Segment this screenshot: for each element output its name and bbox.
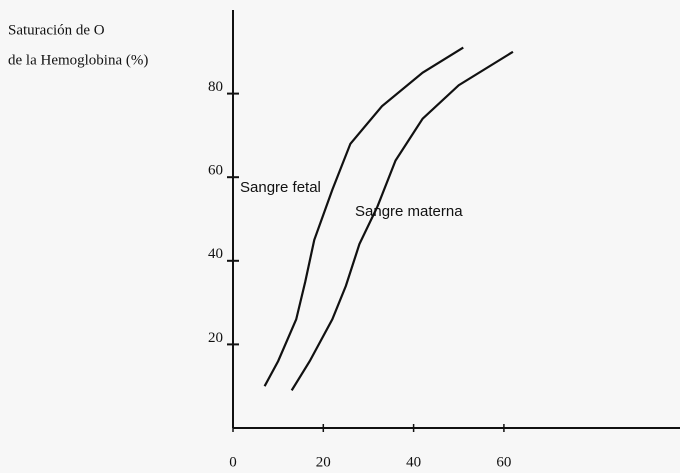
x-tick-label: 60 [496,454,511,470]
y-axis-label: Saturación de O [8,22,105,38]
y-axis-label: de la Hemoglobina (%) [8,52,148,68]
curve [292,52,513,391]
series-label: Sangre materna [355,203,463,220]
y-tick-label: 40 [208,246,223,262]
chart: Saturación de O de la Hemoglobina (%) 20… [0,0,680,473]
page: Saturación de O de la Hemoglobina (%) 20… [0,0,680,473]
x-tick-label: 20 [316,454,331,470]
y-tick-label: 60 [208,163,223,179]
series-label: Sangre fetal [240,179,321,196]
x-tick-label: 0 [229,454,237,470]
y-tick-label: 80 [208,79,223,95]
x-tick-label: 40 [406,454,421,470]
y-tick-label: 20 [208,330,223,346]
